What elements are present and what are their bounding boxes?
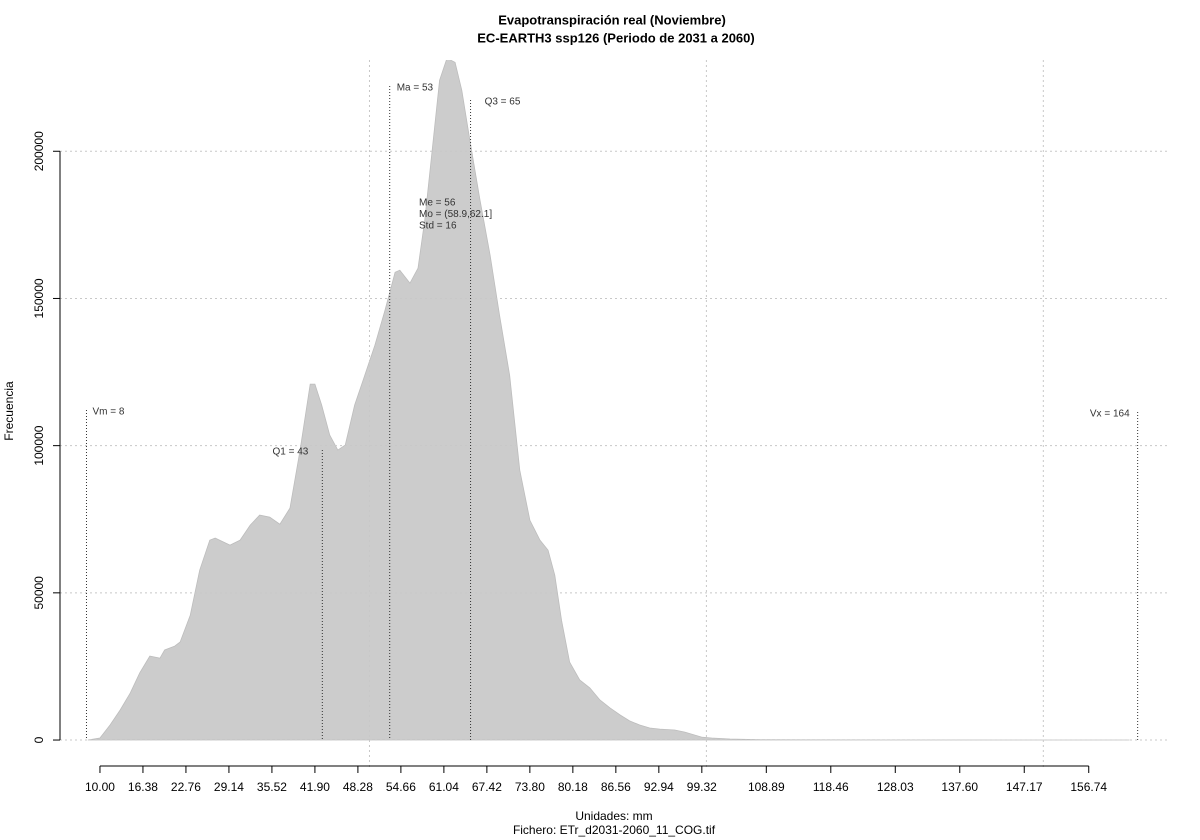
annotation-label: Vm = 8 — [92, 407, 124, 418]
x-tick-label: 22.76 — [171, 780, 201, 794]
x-tick-label: 67.42 — [472, 780, 502, 794]
x-tick-label: 54.66 — [386, 780, 416, 794]
file-label: Fichero: ETr_d2031-2060_11_COG.tif — [513, 823, 716, 837]
y-tick-label: 0 — [32, 736, 46, 743]
plot-area — [87, 60, 1130, 741]
x-tick-label: 156.74 — [1070, 780, 1107, 794]
x-tick-label: 10.00 — [85, 780, 115, 794]
x-tick-label: 29.14 — [214, 780, 244, 794]
y-tick-label: 150000 — [32, 278, 46, 318]
x-tick-label: 128.03 — [877, 780, 914, 794]
y-axis-label: Frecuencia — [2, 381, 16, 441]
x-tick-label: 48.28 — [343, 780, 373, 794]
annotation-label: Q1 = 43 — [272, 447, 308, 458]
annotation-label: Ma = 53 — [397, 83, 434, 94]
stat-label: Mo = (58.9,62.1] — [419, 209, 492, 220]
stat-label: Me = 56 — [419, 198, 456, 209]
x-tick-label: 108.89 — [748, 780, 785, 794]
stat-label: Std = 16 — [419, 221, 457, 232]
y-tick-label: 50000 — [32, 576, 46, 610]
chart-subtitle: EC-EARTH3 ssp126 (Periodo de 2031 a 2060… — [477, 30, 754, 45]
x-tick-label: 147.17 — [1006, 780, 1043, 794]
chart-title: Evapotranspiración real (Noviembre) — [498, 12, 726, 27]
y-tick-label: 200000 — [32, 131, 46, 171]
x-tick-label: 118.46 — [813, 780, 849, 794]
x-tick-label: 16.38 — [128, 780, 158, 794]
x-tick-label: 86.56 — [601, 780, 631, 794]
x-tick-label: 99.32 — [687, 780, 717, 794]
x-tick-label: 137.60 — [941, 780, 978, 794]
x-tick-label: 35.52 — [257, 780, 287, 794]
x-tick-label: 80.18 — [558, 780, 588, 794]
y-tick-label: 100000 — [32, 425, 46, 465]
annotation-label: Q3 = 65 — [485, 97, 521, 108]
density-area — [87, 60, 1130, 741]
annotation-label: Vx = 164 — [1090, 409, 1130, 420]
x-tick-label: 61.04 — [429, 780, 459, 794]
x-axis-label: Unidades: mm — [575, 809, 652, 823]
x-tick-label: 41.90 — [300, 780, 330, 794]
x-tick-label: 92.94 — [644, 780, 674, 794]
x-tick-label: 73.80 — [515, 780, 545, 794]
